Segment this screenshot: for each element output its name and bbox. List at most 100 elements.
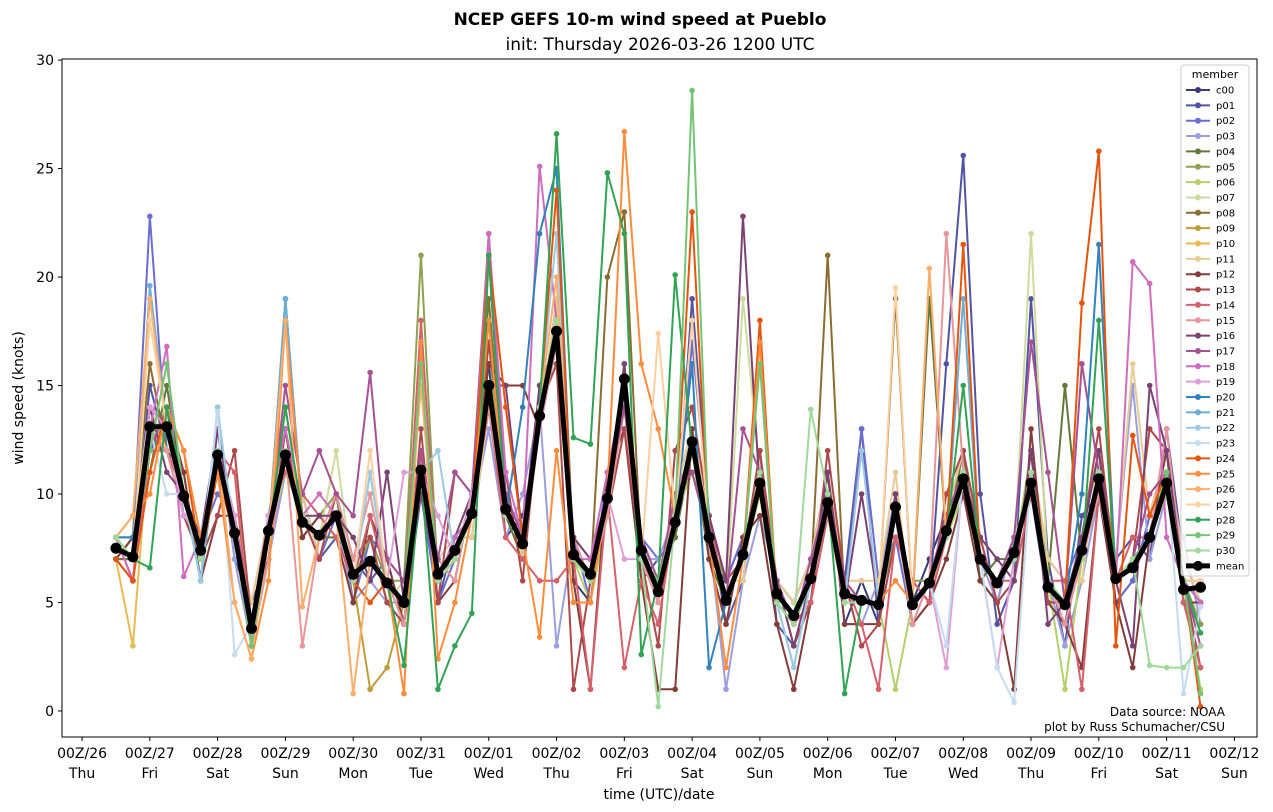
data-point-mean <box>686 436 698 448</box>
legend-marker-p18 <box>1195 363 1201 370</box>
legend-label: p13 <box>1216 285 1235 296</box>
legend-label: p06 <box>1216 178 1235 189</box>
legend-label: p23 <box>1216 439 1235 450</box>
x-tick-label-day: Sat <box>206 766 229 782</box>
data-point-p25 <box>553 447 560 454</box>
data-point-mean <box>110 542 122 554</box>
data-point-p14 <box>502 534 509 541</box>
data-point-mean <box>737 549 749 561</box>
data-point-mean <box>381 577 393 589</box>
x-tick-label-day: Sat <box>1155 766 1178 782</box>
y-tick-label: 30 <box>36 53 54 69</box>
data-point-p30 <box>113 534 119 541</box>
data-point-p27 <box>689 317 695 324</box>
data-point-p02 <box>1129 577 1136 584</box>
x-tick-label-day: Fri <box>616 766 633 782</box>
data-point-p26 <box>553 274 560 280</box>
data-point-p16 <box>892 491 899 497</box>
data-point-p09 <box>367 686 373 693</box>
data-point-p25 <box>452 599 458 606</box>
data-point-p26 <box>147 295 153 302</box>
data-point-p28 <box>147 564 153 571</box>
data-point-mean <box>246 623 258 635</box>
data-point-p28 <box>604 170 611 176</box>
legend-marker-p30 <box>1195 547 1201 554</box>
data-point-p24 <box>1096 148 1102 155</box>
x-tick-label-day: Fri <box>141 766 158 782</box>
data-point-p18 <box>180 573 187 580</box>
data-point-p13 <box>418 426 424 432</box>
data-point-mean <box>1195 581 1207 593</box>
data-point-mean <box>720 594 732 606</box>
data-point-p28 <box>469 610 475 617</box>
series-mean <box>110 325 1207 635</box>
data-point-p04 <box>163 382 170 389</box>
data-point-p26 <box>282 317 289 324</box>
x-tick-label-day: Mon <box>813 766 843 782</box>
data-point-p17 <box>689 469 695 476</box>
data-point-p17 <box>384 556 390 562</box>
legend-label: p22 <box>1216 423 1235 434</box>
data-point-p20 <box>706 664 712 671</box>
data-point-p28 <box>621 230 628 237</box>
data-point-mean <box>754 477 766 489</box>
data-point-p07 <box>740 295 746 302</box>
data-point-mean <box>1144 531 1156 543</box>
legend-label: p07 <box>1216 193 1235 204</box>
data-point-p30 <box>1146 662 1153 669</box>
data-point-p06 <box>892 686 899 693</box>
data-point-p17 <box>452 469 458 476</box>
data-point-p30 <box>790 621 797 627</box>
data-point-p28 <box>163 404 170 411</box>
legend-label: p29 <box>1216 531 1235 542</box>
x-tick-label-day: Tue <box>408 766 433 782</box>
legend-marker-p09 <box>1195 225 1201 232</box>
data-point-p13 <box>384 599 390 606</box>
data-point-p18 <box>485 230 492 237</box>
data-point-p25 <box>570 599 577 606</box>
legend-label: p15 <box>1216 316 1235 327</box>
data-point-p17 <box>1079 361 1085 367</box>
data-point-p19 <box>147 404 153 411</box>
legend-marker-p01 <box>1195 102 1201 109</box>
data-point-p17 <box>1045 469 1051 476</box>
data-point-p17 <box>367 369 373 376</box>
data-point-p30 <box>841 599 848 606</box>
data-point-p16 <box>790 643 797 649</box>
data-point-p29 <box>1197 690 1204 697</box>
x-tick-label-time: 00Z/30 <box>328 746 378 762</box>
data-point-p20 <box>536 230 543 237</box>
data-point-p16 <box>163 469 170 476</box>
legend-marker-p02 <box>1195 117 1201 124</box>
data-point-p18 <box>316 491 323 497</box>
data-point-p18 <box>1197 599 1204 606</box>
data-point-p16 <box>384 469 390 476</box>
data-point-p16 <box>858 491 865 497</box>
data-point-mean <box>1093 473 1105 485</box>
data-point-p12 <box>672 686 678 693</box>
x-tick-label-day: Tue <box>883 766 908 782</box>
data-point-p16 <box>316 512 323 519</box>
y-tick-label: 10 <box>36 487 54 503</box>
data-point-mean <box>398 596 410 608</box>
data-point-p24 <box>1146 512 1153 519</box>
data-point-p13 <box>1146 426 1153 432</box>
data-point-p30 <box>1197 643 1204 649</box>
data-point-p13 <box>435 599 441 606</box>
legend-title: member <box>1192 68 1239 81</box>
data-point-p16 <box>350 534 356 541</box>
data-point-p03 <box>553 643 560 649</box>
data-point-p16 <box>1163 447 1170 454</box>
data-point-mean <box>262 525 274 537</box>
data-point-p28 <box>672 272 678 278</box>
legend-marker-p21 <box>1195 409 1201 416</box>
data-point-p14 <box>1129 534 1136 541</box>
data-point-p02 <box>214 491 221 497</box>
data-point-p05 <box>418 252 424 259</box>
data-point-p23 <box>214 408 221 415</box>
data-point-p14 <box>892 534 899 541</box>
data-point-p21 <box>960 295 967 302</box>
data-point-p27 <box>147 317 153 324</box>
data-point-p20 <box>1079 491 1085 497</box>
data-point-p14 <box>807 599 814 606</box>
